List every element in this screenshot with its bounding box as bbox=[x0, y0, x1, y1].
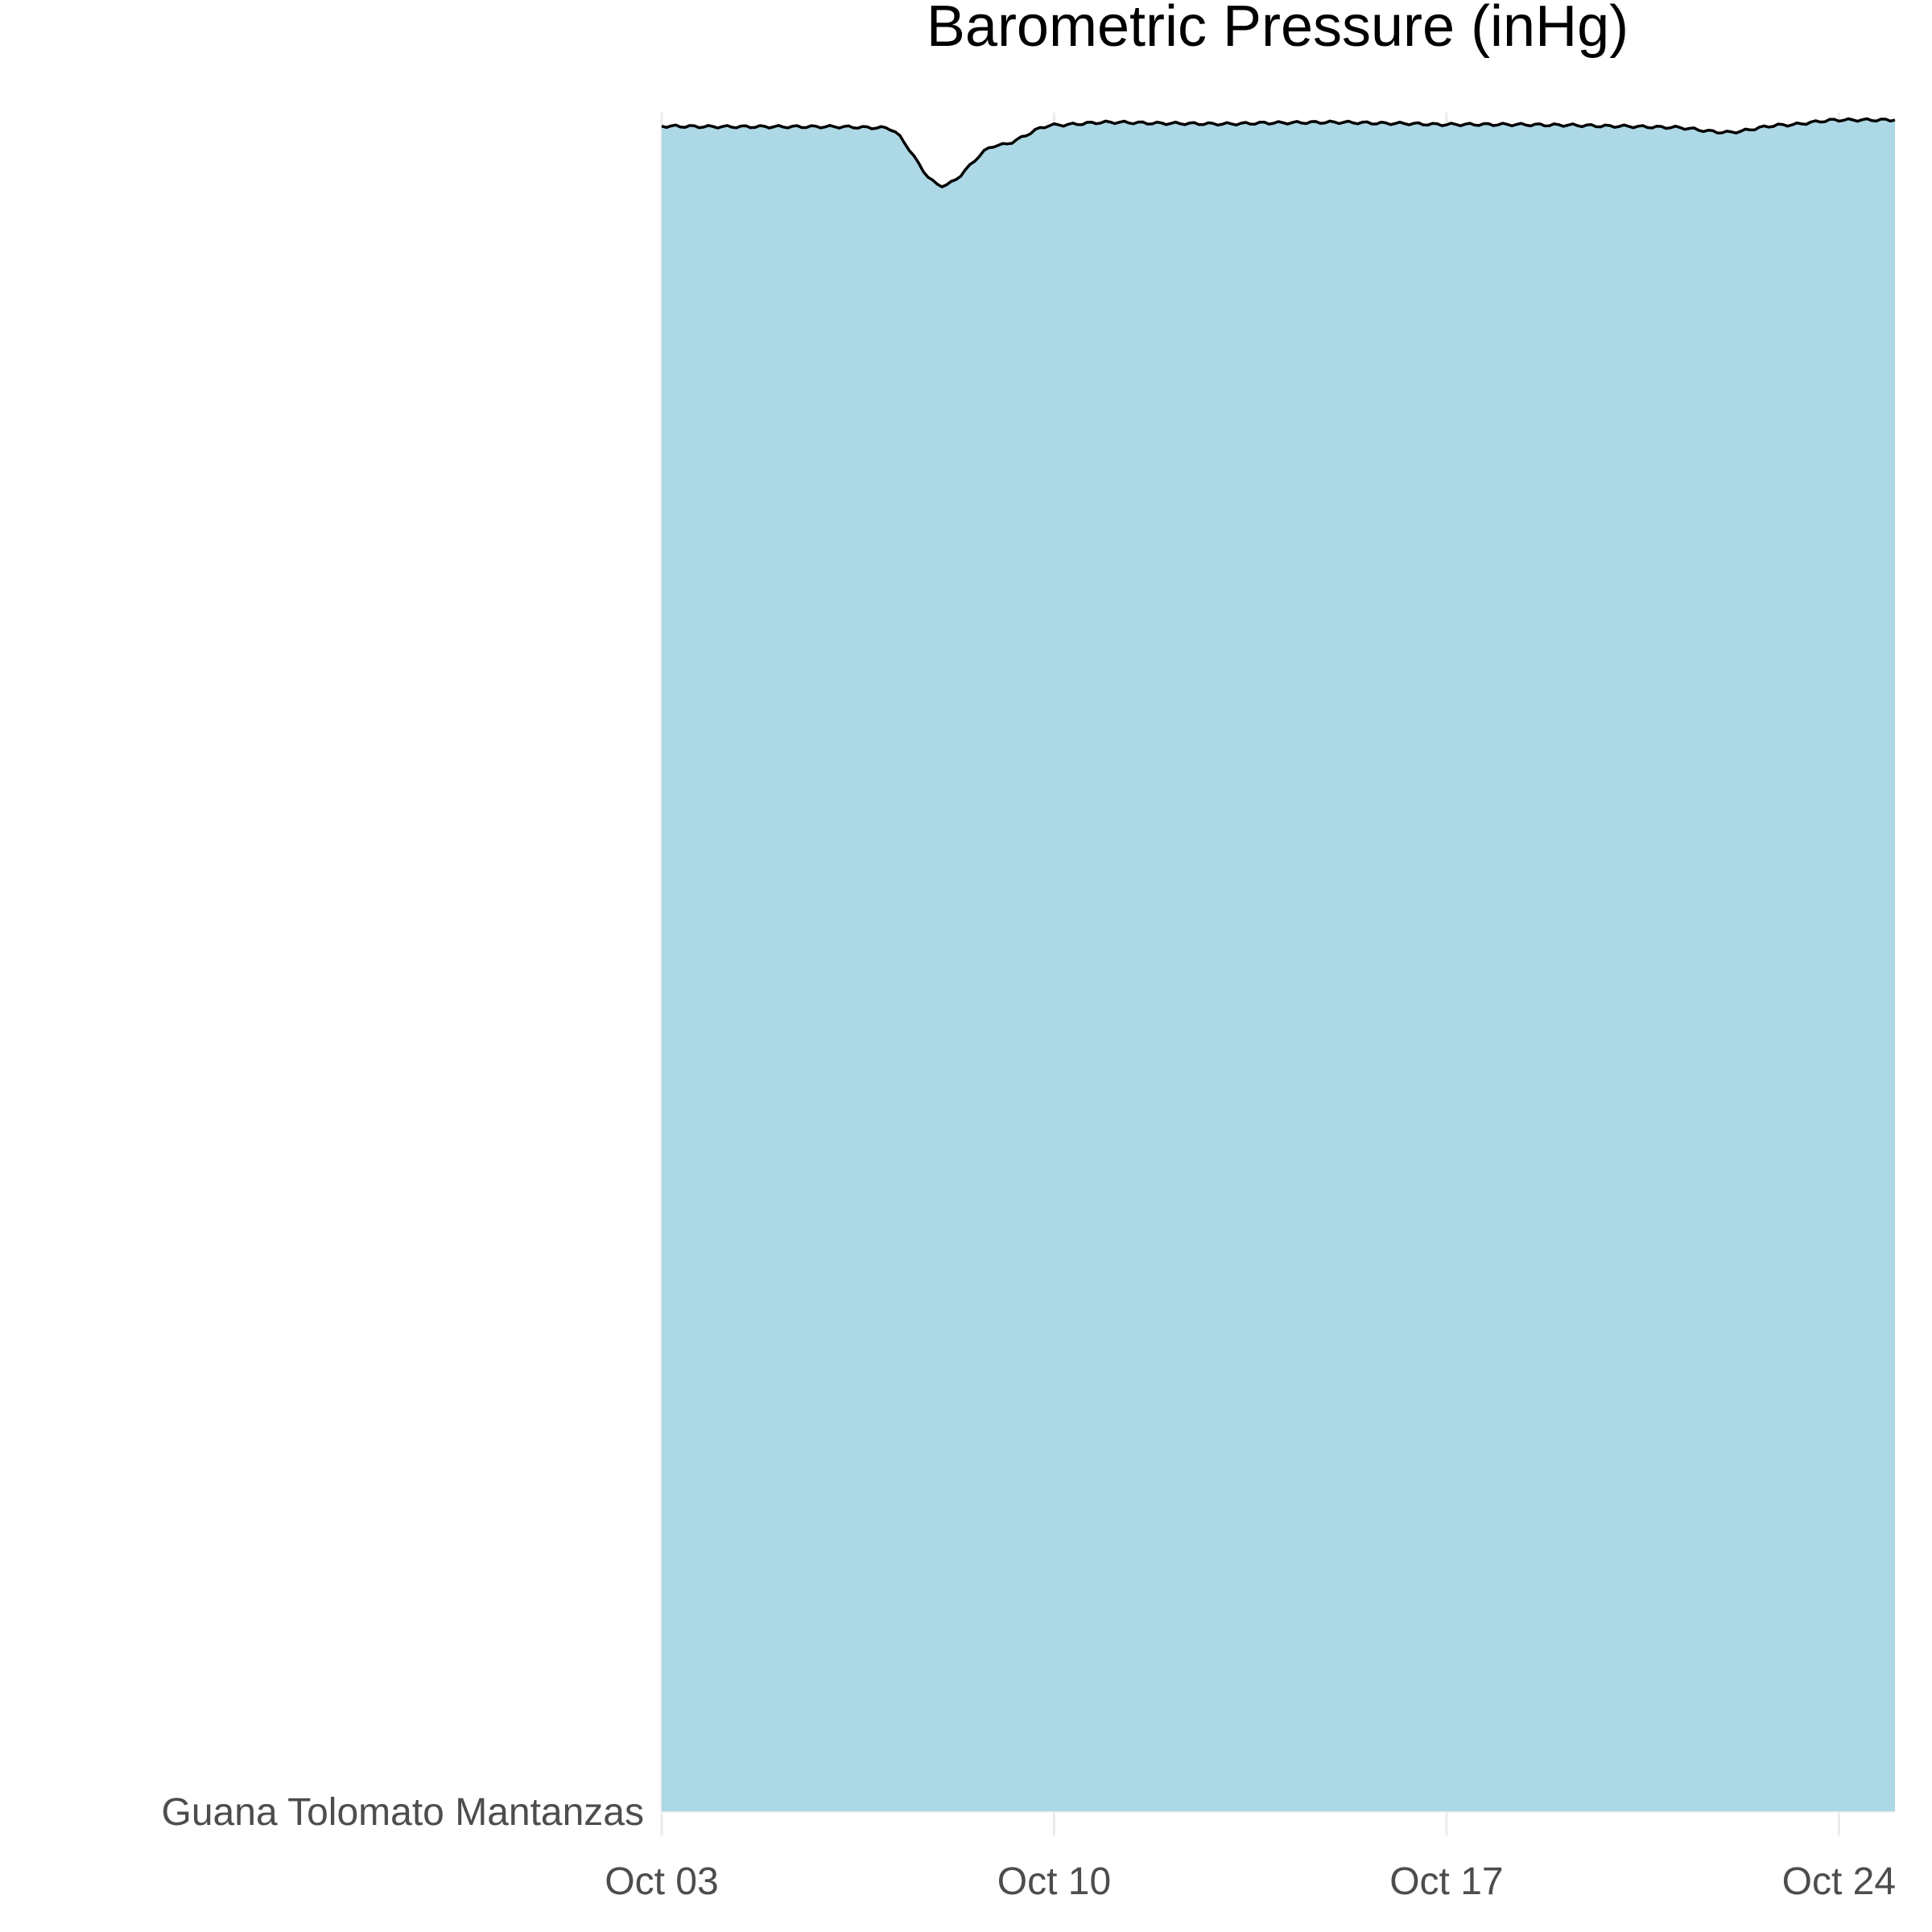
x-tick-label: Oct 03 bbox=[605, 1860, 718, 1903]
area-layer bbox=[661, 117, 1896, 1811]
y-axis: Guana Tolomato Mantanzas bbox=[162, 1791, 644, 1834]
x-tick-label: Oct 10 bbox=[997, 1860, 1111, 1903]
chart-title: Barometric Pressure (inHg) bbox=[927, 0, 1629, 59]
x-axis: Oct 03 Oct 10 Oct 17 Oct 24 bbox=[605, 1860, 1896, 1903]
series-area bbox=[662, 118, 1895, 1811]
series-line bbox=[661, 117, 1896, 188]
x-tick-label: Oct 24 bbox=[1782, 1860, 1896, 1903]
y-tick-label: Guana Tolomato Mantanzas bbox=[162, 1791, 644, 1834]
x-tick-label: Oct 17 bbox=[1389, 1860, 1503, 1903]
